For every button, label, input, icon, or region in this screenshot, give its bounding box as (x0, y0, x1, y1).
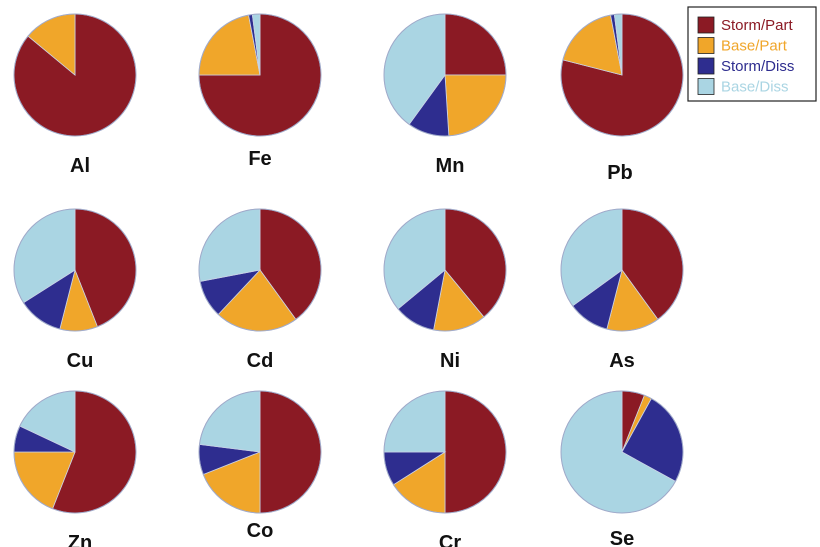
pie-se: Se (560, 390, 684, 547)
pie-label-zn: Zn (68, 532, 92, 547)
pie-outline (198, 208, 322, 332)
pie-al: Al (13, 13, 137, 177)
pie-co: Co (198, 390, 322, 542)
legend-label-base-part: Base/Part (721, 38, 788, 55)
pie-fe: Fe (198, 13, 322, 170)
pie-label-co: Co (247, 520, 274, 542)
pie-outline (198, 13, 322, 137)
legend-swatch-storm-part (697, 16, 715, 34)
pie-outline (13, 13, 137, 137)
legend-swatch-base-part (697, 37, 715, 54)
pie-label-cu: Cu (67, 350, 94, 372)
pie-cr: Cr (383, 390, 507, 547)
pie-outline (560, 208, 684, 332)
legend-swatch-base-diss (697, 78, 715, 95)
pie-slice-cr-base-diss (383, 390, 446, 453)
pie-label-as: As (609, 350, 635, 372)
pie-slice-cd-base-diss (198, 208, 261, 282)
pie-outline (383, 208, 507, 332)
legend-label-storm-diss: Storm/Diss (721, 58, 794, 75)
pie-slice-co-base-diss (199, 390, 261, 453)
pie-as: As (560, 208, 684, 372)
pie-label-fe: Fe (248, 148, 271, 170)
pie-label-se: Se (610, 528, 634, 547)
pie-pb: Pb (560, 13, 684, 184)
pie-outline (13, 390, 137, 514)
pie-outline (383, 13, 507, 137)
pie-slice-mn-storm-part (444, 13, 507, 76)
pie-cu: Cu (13, 208, 137, 372)
pie-slice-cr-storm-part (444, 390, 507, 514)
pie-label-al: Al (70, 155, 90, 177)
pie-outline (198, 390, 322, 514)
pie-outline (560, 13, 684, 137)
legend-swatch-storm-diss (697, 57, 715, 75)
pies-layer: Al Fe Mn Pb Cu Cd Ni As Zn Co Cr Se (13, 13, 684, 547)
pie-zn: Zn (13, 390, 137, 547)
pie-label-cr: Cr (439, 532, 461, 547)
pie-label-mn: Mn (436, 155, 465, 177)
pie-mn: Mn (383, 13, 507, 177)
pie-label-ni: Ni (440, 350, 460, 372)
pie-outline (383, 390, 507, 514)
pie-label-cd: Cd (247, 350, 274, 372)
pie-outline (560, 390, 684, 514)
pie-slice-mn-base-part (444, 74, 507, 137)
pie-outline (13, 208, 137, 332)
pie-ni: Ni (383, 208, 507, 372)
pie-slice-co-storm-part (259, 390, 322, 514)
pie-cd: Cd (198, 208, 322, 372)
legend-label-storm-part: Storm/Part (721, 17, 794, 34)
legend: Storm/Part Base/Part Storm/Diss Base/Diss (687, 6, 817, 102)
legend-label-base-diss: Base/Diss (721, 79, 789, 96)
pie-label-pb: Pb (607, 162, 633, 184)
